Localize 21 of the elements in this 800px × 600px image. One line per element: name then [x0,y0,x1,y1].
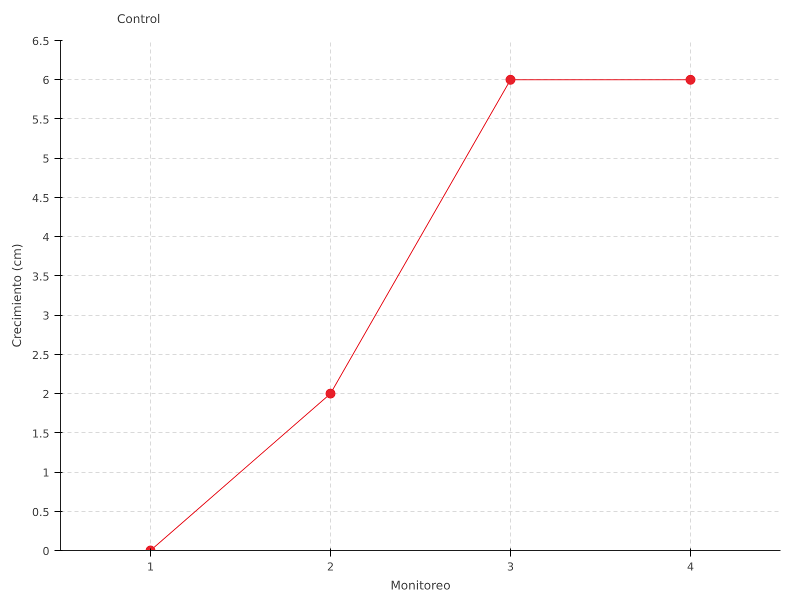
y-tick-label: 6 [42,74,50,88]
y-tick-label: 3 [42,310,50,323]
y-tick-label: 0 [42,545,50,558]
x-tick-label: 2 [327,560,334,574]
y-tick-label: 4 [42,231,50,244]
y-tick-label: 6.5 [32,35,50,48]
y-tick-label: 1 [42,466,50,480]
y-tick-label: 1.5 [32,427,50,440]
x-tick-label: 4 [687,560,694,574]
x-axis-title: Monitoreo [390,578,451,592]
y-tick-label: 5 [42,152,50,166]
y-tick-label: 3.5 [32,270,50,284]
y-tick-label: 2 [42,388,50,402]
y-tick-label: 0.5 [32,506,50,519]
x-tick-label: 1 [147,560,154,574]
y-axis-title: Crecimiento (cm) [10,244,24,348]
y-tick-label: 5.5 [32,113,50,126]
x-tick-label: 3 [507,560,514,574]
text: Control [117,12,160,26]
y-tick-label: 4.5 [32,192,50,205]
y-tick-label: 2.5 [32,348,50,362]
